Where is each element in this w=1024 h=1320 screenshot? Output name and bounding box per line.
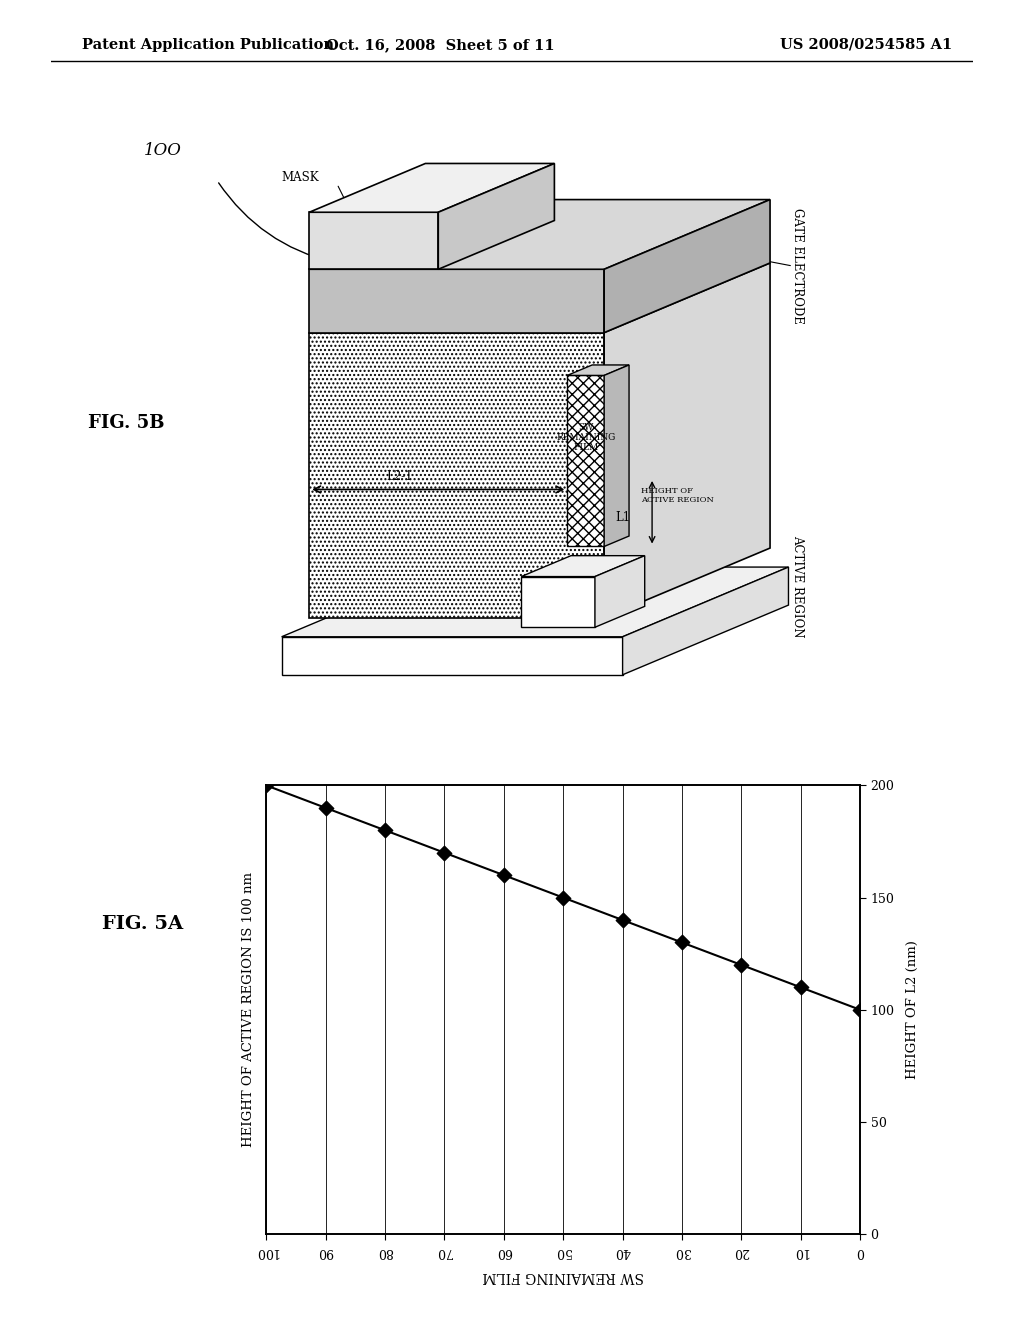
Polygon shape (438, 164, 554, 269)
Polygon shape (521, 577, 595, 627)
Polygon shape (623, 568, 788, 675)
Point (317, 797, 334, 818)
Text: L2-1: L2-1 (387, 470, 413, 483)
Polygon shape (309, 164, 554, 213)
Y-axis label: HEIGHT OF L2 (nm): HEIGHT OF L2 (nm) (905, 940, 919, 1080)
Polygon shape (604, 263, 770, 618)
Text: MASK: MASK (282, 170, 318, 183)
Point (793, 977, 809, 998)
Text: ACTIVE REGION: ACTIVE REGION (792, 535, 804, 638)
Point (674, 932, 690, 953)
Text: US 2008/0254585 A1: US 2008/0254585 A1 (780, 38, 952, 51)
X-axis label: SW REMAINING FILM: SW REMAINING FILM (482, 1269, 644, 1283)
Polygon shape (595, 556, 645, 627)
Polygon shape (604, 364, 629, 546)
Y-axis label: HEIGHT OF ACTIVE REGION IS 100 nm: HEIGHT OF ACTIVE REGION IS 100 nm (242, 873, 255, 1147)
Text: SW
REMAINING
FILM: SW REMAINING FILM (556, 422, 615, 453)
Polygon shape (309, 333, 604, 618)
Polygon shape (521, 556, 645, 577)
Polygon shape (282, 636, 623, 675)
Polygon shape (567, 364, 629, 375)
Point (258, 775, 274, 796)
Text: 1OO: 1OO (143, 143, 181, 160)
Polygon shape (309, 199, 770, 269)
Text: FIG. 5A: FIG. 5A (102, 915, 183, 933)
Text: FIG. 5B: FIG. 5B (88, 413, 165, 432)
Text: L1: L1 (615, 511, 631, 524)
Point (436, 842, 453, 863)
Text: GATE ELECTRODE: GATE ELECTRODE (792, 209, 804, 323)
Polygon shape (309, 269, 604, 333)
Text: Patent Application Publication: Patent Application Publication (82, 38, 334, 51)
Point (496, 865, 512, 886)
Text: HEIGHT OF
ACTIVE REGION: HEIGHT OF ACTIVE REGION (641, 487, 714, 504)
Polygon shape (309, 213, 438, 269)
Polygon shape (604, 199, 770, 333)
Point (377, 820, 393, 841)
Polygon shape (567, 375, 604, 546)
Point (614, 909, 631, 931)
Point (555, 887, 571, 908)
Polygon shape (309, 263, 770, 333)
Text: Oct. 16, 2008  Sheet 5 of 11: Oct. 16, 2008 Sheet 5 of 11 (326, 38, 555, 51)
Point (733, 954, 750, 975)
Point (852, 999, 868, 1020)
Polygon shape (282, 568, 788, 636)
